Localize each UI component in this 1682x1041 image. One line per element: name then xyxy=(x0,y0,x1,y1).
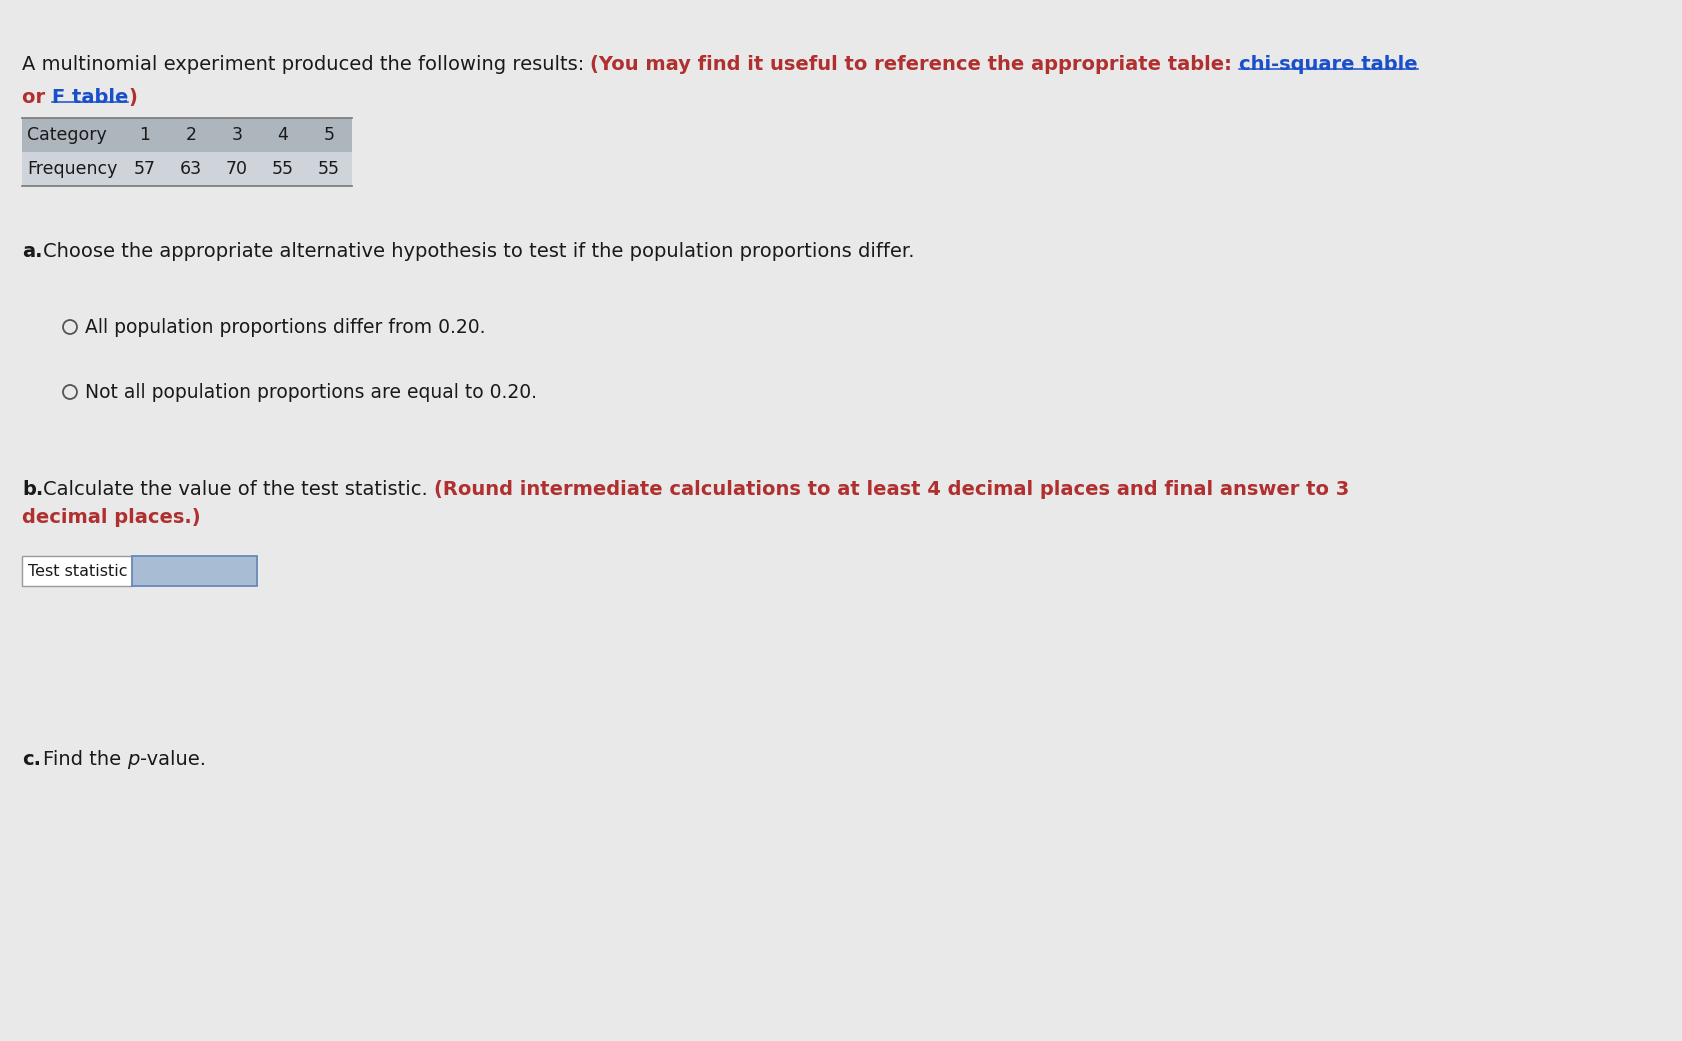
Text: Frequency: Frequency xyxy=(27,160,118,178)
FancyBboxPatch shape xyxy=(22,118,352,152)
Text: All population proportions differ from 0.20.: All population proportions differ from 0… xyxy=(86,318,484,337)
Text: A multinomial experiment produced the following results:: A multinomial experiment produced the fo… xyxy=(22,55,590,74)
Text: a.: a. xyxy=(22,242,42,261)
Text: Choose the appropriate alternative hypothesis to test if the population proporti: Choose the appropriate alternative hypot… xyxy=(44,242,913,261)
Text: 4: 4 xyxy=(278,126,288,144)
Text: 70: 70 xyxy=(225,160,247,178)
FancyBboxPatch shape xyxy=(22,556,131,586)
Text: 55: 55 xyxy=(272,160,294,178)
Text: Test statistic: Test statistic xyxy=(29,563,128,579)
Text: 3: 3 xyxy=(232,126,242,144)
Text: F table: F table xyxy=(52,88,128,107)
Text: 55: 55 xyxy=(318,160,340,178)
Text: 1: 1 xyxy=(140,126,150,144)
Text: Find the: Find the xyxy=(44,750,128,769)
FancyBboxPatch shape xyxy=(22,152,352,186)
Text: chi-square table: chi-square table xyxy=(1238,55,1416,74)
Text: 5: 5 xyxy=(323,126,335,144)
Text: Category: Category xyxy=(27,126,106,144)
Text: Calculate the value of the test statistic.: Calculate the value of the test statisti… xyxy=(44,480,434,499)
Text: (Round intermediate calculations to at least 4 decimal places and final answer t: (Round intermediate calculations to at l… xyxy=(434,480,1349,499)
Text: Not all population proportions are equal to 0.20.: Not all population proportions are equal… xyxy=(86,383,537,402)
Text: 63: 63 xyxy=(180,160,202,178)
Text: p: p xyxy=(128,750,140,769)
Text: 57: 57 xyxy=(135,160,156,178)
Text: (You may find it useful to reference the appropriate table:: (You may find it useful to reference the… xyxy=(590,55,1238,74)
Text: decimal places.): decimal places.) xyxy=(22,508,200,527)
Text: ): ) xyxy=(128,88,136,107)
Text: or: or xyxy=(22,88,52,107)
Text: b.: b. xyxy=(22,480,44,499)
FancyBboxPatch shape xyxy=(131,556,257,586)
Text: 2: 2 xyxy=(185,126,197,144)
Text: -value.: -value. xyxy=(140,750,205,769)
Text: c.: c. xyxy=(22,750,40,769)
